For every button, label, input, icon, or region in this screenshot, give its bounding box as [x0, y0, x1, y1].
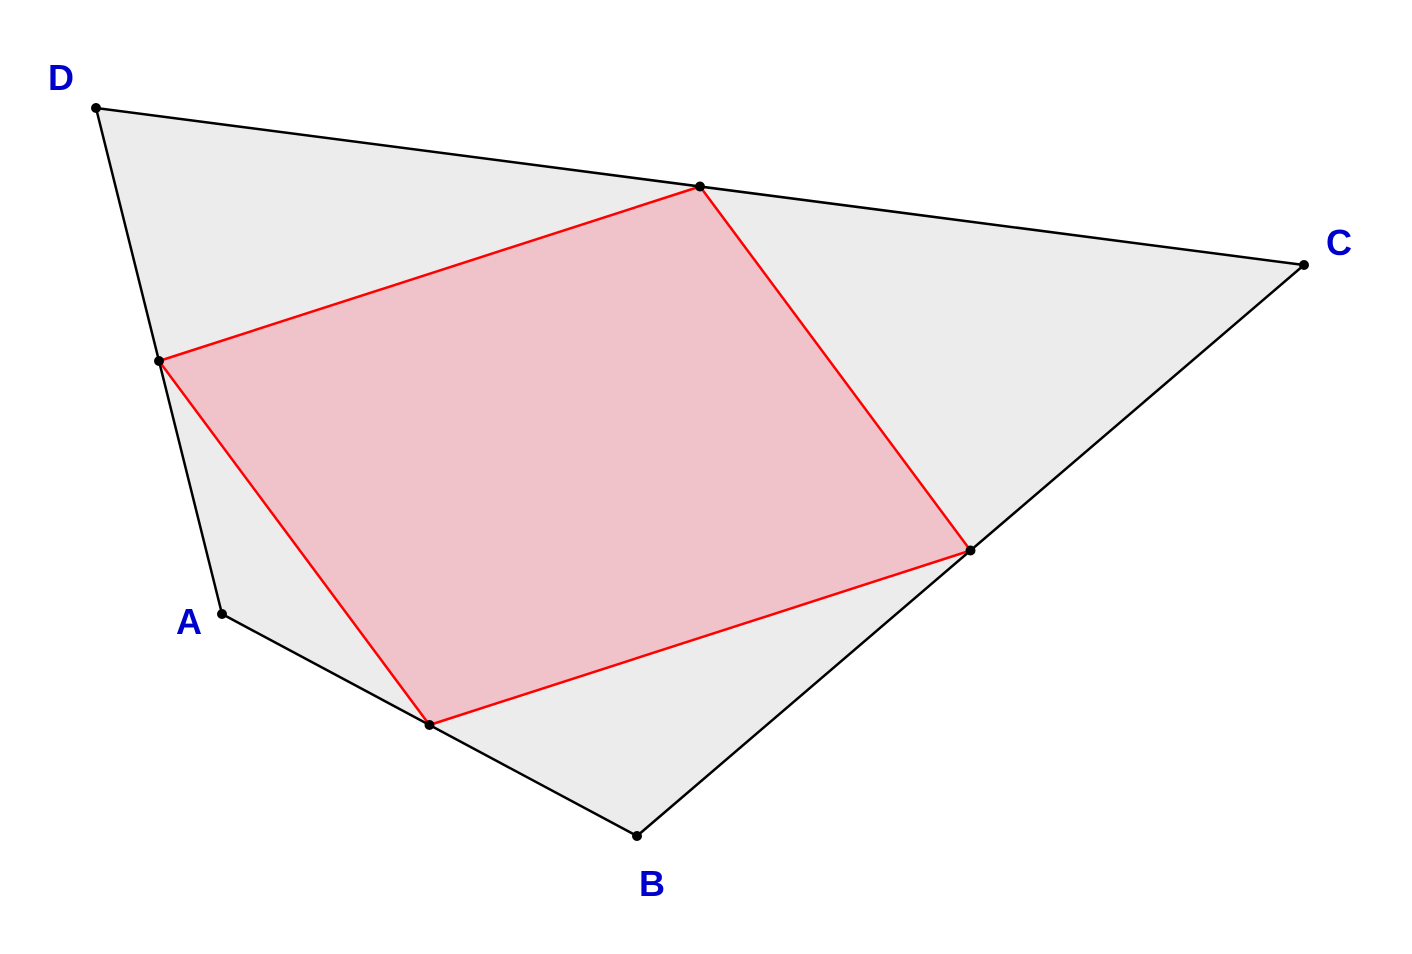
vertex-label-B: B [639, 863, 665, 904]
midpoint-dot-2 [695, 182, 705, 192]
midpoint-dot-1 [966, 546, 976, 556]
vertex-dot-C [1299, 260, 1309, 270]
vertex-dot-A [217, 609, 227, 619]
vertex-dot-B [632, 831, 642, 841]
vertex-label-A: A [176, 601, 202, 642]
midpoint-dot-3 [154, 356, 164, 366]
geometry-diagram: A B C D [0, 0, 1412, 954]
midpoint-dot-0 [425, 720, 435, 730]
vertex-dot-D [91, 103, 101, 113]
vertex-label-C: C [1326, 222, 1352, 263]
vertex-label-D: D [48, 57, 74, 98]
